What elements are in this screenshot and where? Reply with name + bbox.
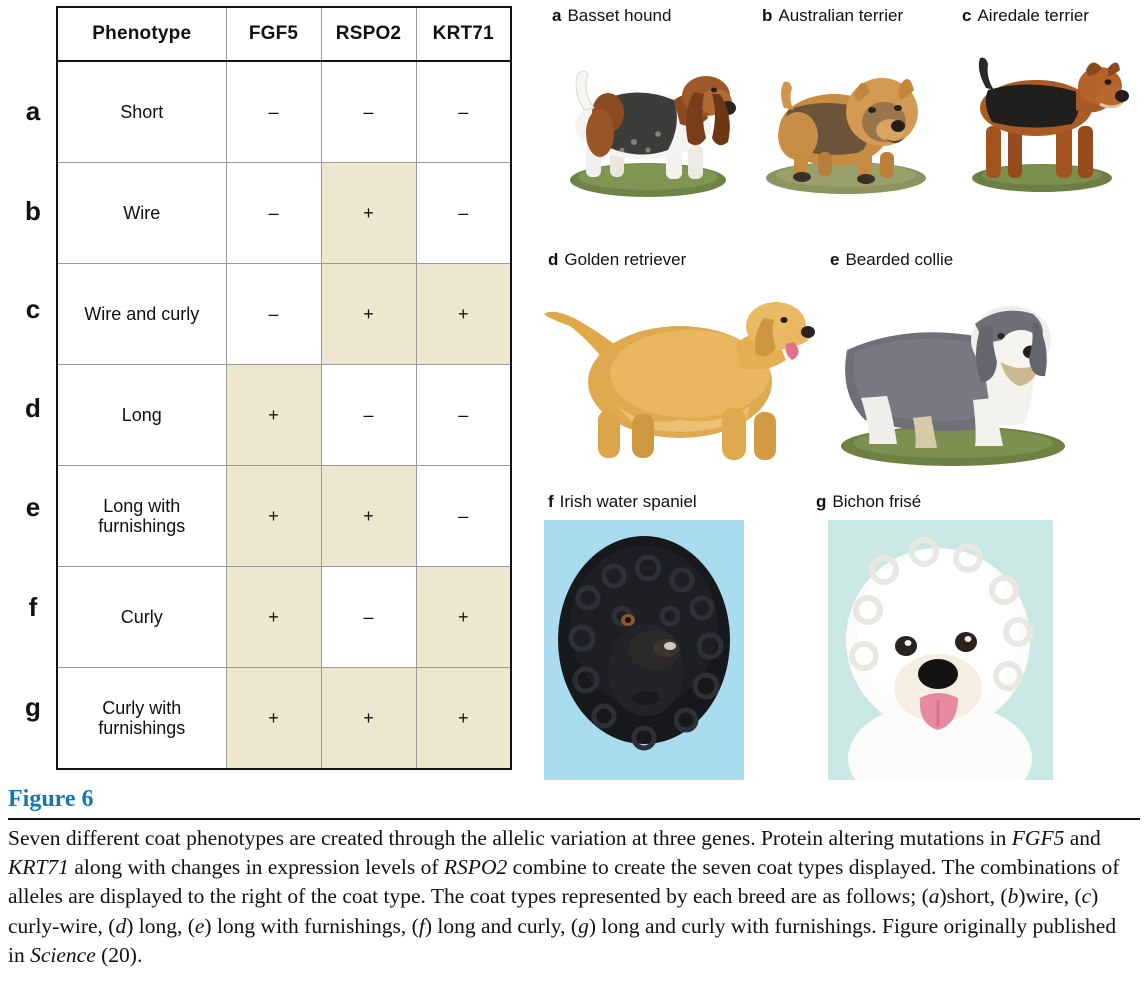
photo-breed-b: Australian terrier	[778, 6, 904, 25]
photo-breed-d: Golden retriever	[564, 250, 687, 269]
golden-retriever-illustration	[544, 302, 815, 460]
cell-krt71: –	[415, 162, 512, 264]
cell-rspo2: –	[320, 566, 417, 668]
cell-rspo2: +	[320, 465, 417, 567]
figure-caption-text: Seven different coat phenotypes are crea…	[8, 826, 1120, 967]
cell-rspo2: +	[320, 263, 417, 365]
table-row-letter-f: f	[28, 592, 38, 622]
table-header-row: Phenotype FGF5 RSPO2 KRT71	[56, 6, 512, 62]
basset-hound-illustration	[570, 70, 736, 197]
photo-letter-b: b	[762, 6, 773, 25]
table-row-letter-b: b	[25, 196, 41, 226]
photo-label-d: d Golden retriever	[548, 250, 686, 270]
photo-label-c: c Airedale terrier	[962, 6, 1089, 26]
cell-phenotype: Long with furnishings	[56, 465, 227, 567]
column-header-fgf5: FGF5	[225, 6, 322, 62]
cell-rspo2: +	[320, 667, 417, 770]
photo-basset-hound	[548, 38, 743, 198]
photo-airedale-terrier	[960, 38, 1130, 198]
cell-fgf5: –	[225, 263, 322, 365]
table-row: Long + – –	[56, 364, 512, 466]
photo-bichon-frise	[828, 520, 1053, 814]
dog-photo-panel: a Basset hound b Australian terrier c Aired…	[530, 0, 1144, 814]
photo-breed-g: Bichon frisé	[832, 492, 922, 511]
photo-breed-e: Bearded collie	[845, 250, 954, 269]
irish-water-spaniel-illustration	[544, 520, 744, 780]
photo-letter-f: f	[548, 492, 554, 511]
cell-phenotype: Long	[56, 364, 227, 466]
cell-fgf5: +	[225, 465, 322, 567]
cell-fgf5: –	[225, 60, 322, 163]
phenotype-table-panel: a b c d e f g Phenotype FGF5 RSPO2 KRT71…	[0, 0, 530, 775]
table-row: Wire and curly – + +	[56, 263, 512, 365]
photo-golden-retriever	[540, 278, 815, 468]
cell-phenotype: Curly	[56, 566, 227, 668]
photo-label-f: f Irish water spaniel	[548, 492, 697, 512]
table-row-letter-a: a	[25, 96, 41, 126]
photo-letter-d: d	[548, 250, 559, 269]
table-row: Short – – –	[56, 60, 512, 163]
table-row-letter-g: g	[25, 692, 41, 722]
cell-rspo2: +	[320, 162, 417, 264]
cell-krt71: +	[415, 566, 512, 668]
cell-phenotype: Short	[56, 60, 227, 163]
photo-bearded-collie	[825, 278, 1075, 468]
table-row: Curly with furnishings + + +	[56, 667, 512, 770]
photo-breed-c: Airedale terrier	[977, 6, 1089, 25]
cell-krt71: –	[415, 60, 512, 163]
photo-label-a: a Basset hound	[552, 6, 671, 26]
table-row-letter-e: e	[25, 492, 41, 522]
photo-label-g: g Bichon frisé	[816, 492, 921, 512]
airedale-terrier-illustration	[972, 57, 1129, 192]
photo-australian-terrier	[758, 38, 943, 198]
cell-rspo2: –	[320, 364, 417, 466]
table-row-letter-c: c	[25, 294, 41, 324]
cell-fgf5: –	[225, 162, 322, 264]
australian-terrier-illustration	[766, 78, 926, 194]
photo-letter-e: e	[830, 250, 840, 269]
phenotype-genotype-table: Phenotype FGF5 RSPO2 KRT71 Short – – – W…	[56, 6, 512, 770]
figure-title: Figure 6	[8, 786, 94, 812]
cell-fgf5: +	[225, 667, 322, 770]
column-header-rspo2: RSPO2	[320, 6, 417, 62]
cell-krt71: +	[415, 263, 512, 365]
table-row: Curly + – +	[56, 566, 512, 668]
cell-fgf5: +	[225, 364, 322, 466]
photo-label-b: b Australian terrier	[762, 6, 903, 26]
photo-letter-a: a	[552, 6, 562, 25]
cell-phenotype: Curly with furnishings	[56, 667, 227, 770]
photo-label-e: e Bearded collie	[830, 250, 953, 270]
bichon-frise-illustration	[828, 520, 1053, 814]
figure-rule	[8, 818, 1140, 820]
photo-irish-water-spaniel	[544, 520, 744, 780]
column-header-krt71: KRT71	[415, 6, 512, 62]
table-row: Wire – + –	[56, 162, 512, 264]
bearded-collie-illustration	[841, 306, 1065, 466]
cell-phenotype: Wire	[56, 162, 227, 264]
cell-rspo2: –	[320, 60, 417, 163]
photo-breed-a: Basset hound	[567, 6, 672, 25]
cell-krt71: –	[415, 364, 512, 466]
cell-krt71: +	[415, 667, 512, 770]
cell-krt71: –	[415, 465, 512, 567]
cell-fgf5: +	[225, 566, 322, 668]
cell-phenotype: Wire and curly	[56, 263, 227, 365]
photo-letter-g: g	[816, 492, 827, 511]
table-row: Long with furnishings + + –	[56, 465, 512, 567]
photo-letter-c: c	[962, 6, 972, 25]
photo-breed-f: Irish water spaniel	[559, 492, 697, 511]
column-header-phenotype: Phenotype	[56, 6, 227, 62]
table-row-letter-d: d	[25, 393, 41, 423]
